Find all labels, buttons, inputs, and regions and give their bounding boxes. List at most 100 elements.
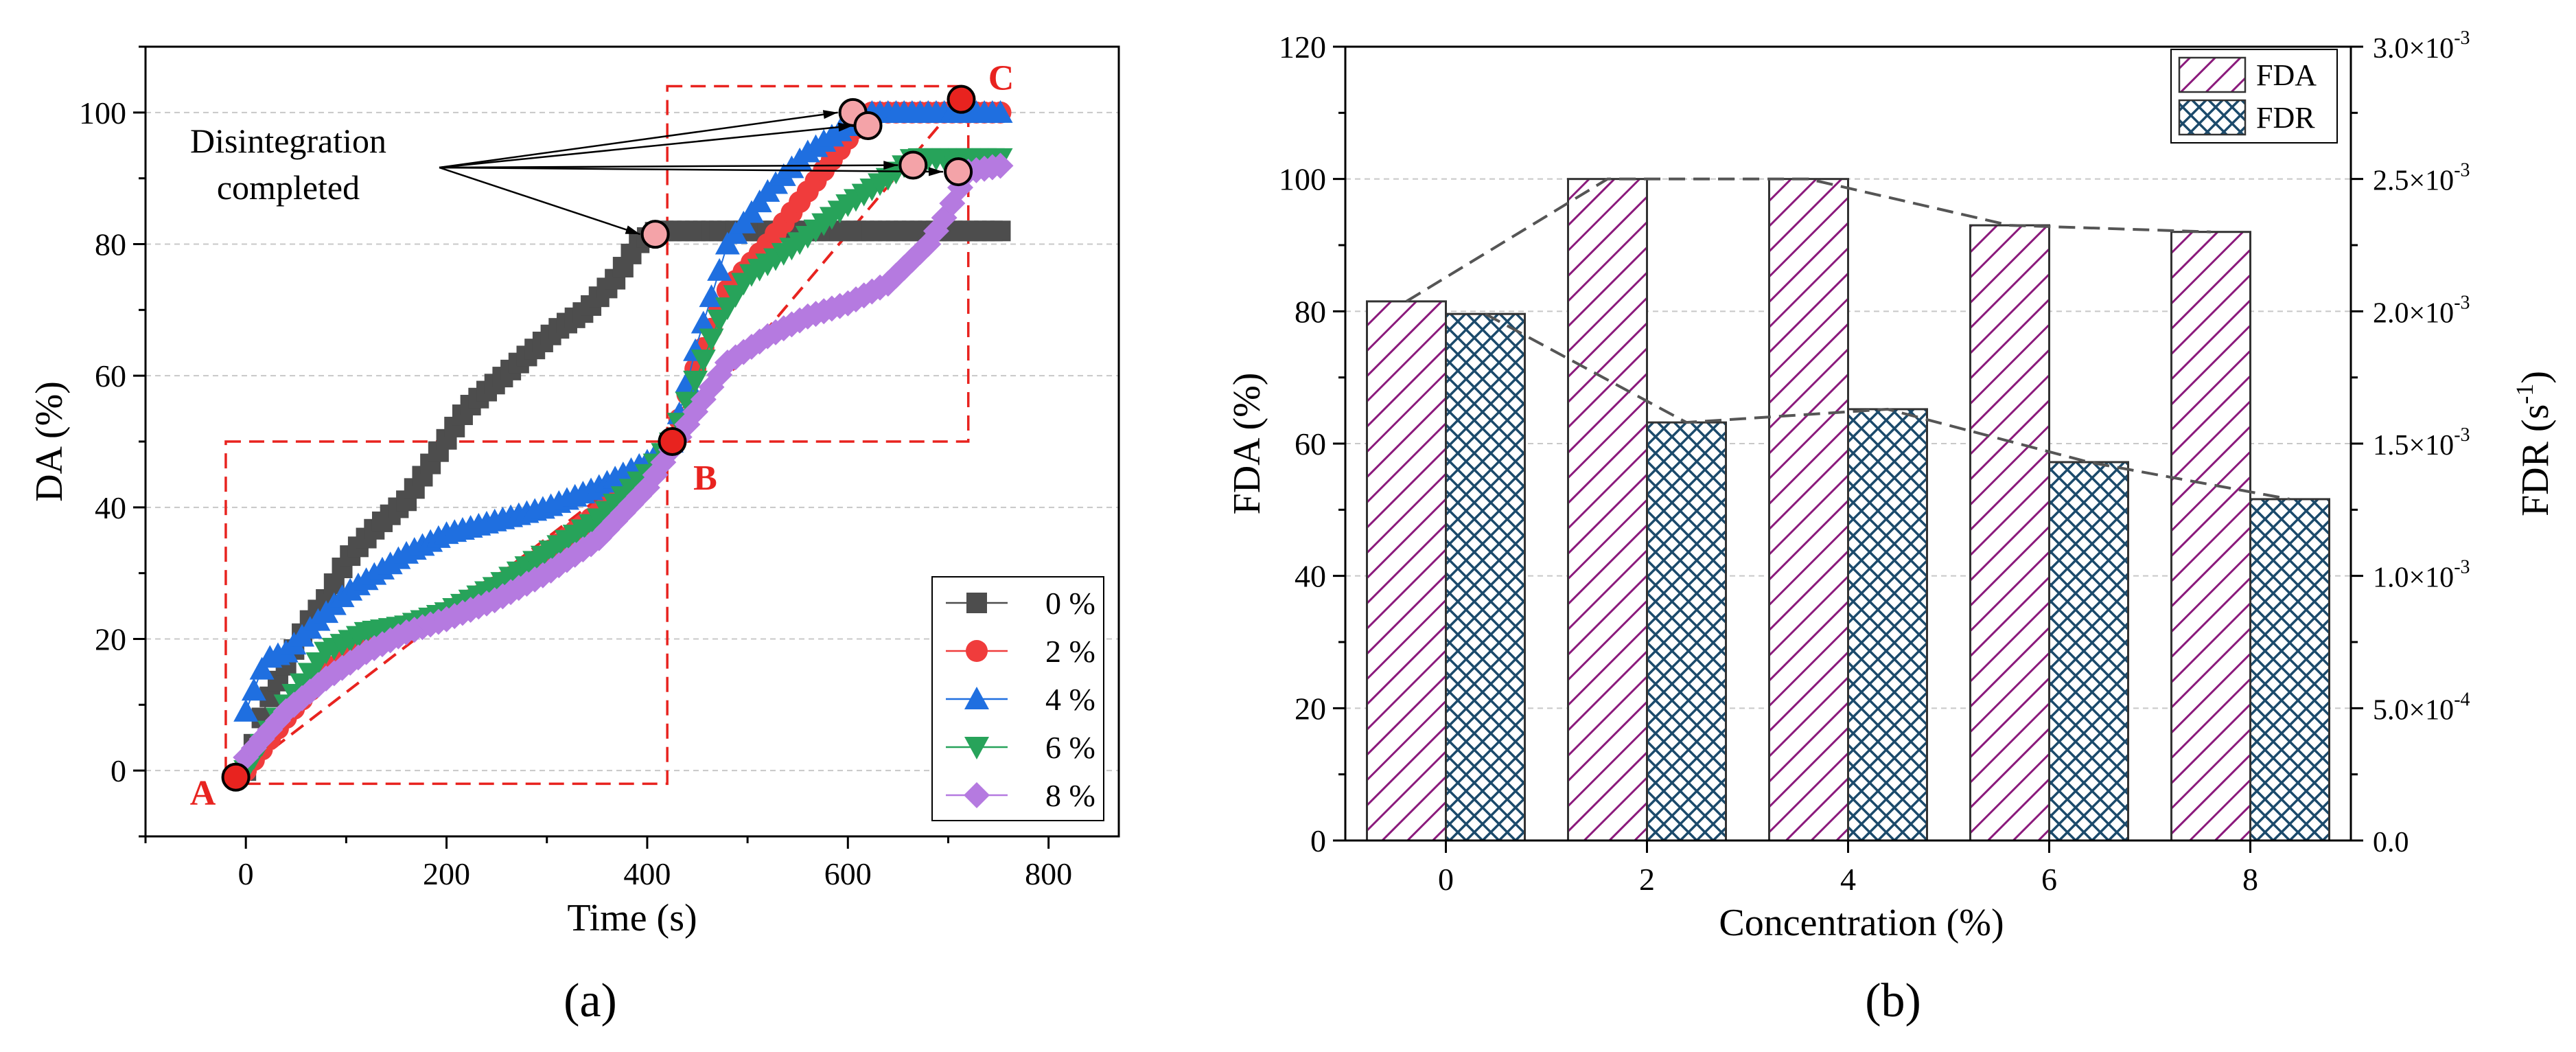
bar-fdr-2 <box>1646 421 1727 842</box>
panel-a-ylabel: DA (%) <box>28 381 71 502</box>
y-tick-label-60: 60 <box>95 358 126 393</box>
series-marker <box>987 152 1014 179</box>
series-0 <box>235 220 1011 781</box>
series-4 <box>233 152 1014 770</box>
y-tick-label-80: 80 <box>95 227 126 262</box>
annotation-arrow-4 <box>439 166 944 173</box>
y2-tick-label-4: 2.0×10-3 <box>2373 292 2470 329</box>
legend-swatch <box>2178 99 2247 136</box>
y-tick-label-120: 120 <box>1279 30 1326 65</box>
point-B <box>658 427 687 456</box>
series-marker <box>249 656 275 680</box>
x-tick-label-800: 800 <box>1025 856 1072 891</box>
legend-label: 8 % <box>1045 778 1095 813</box>
legend-marker <box>966 640 988 662</box>
legend-label: 0 % <box>1045 586 1095 621</box>
series-marker <box>699 328 724 352</box>
panel-a-chart: Disintegration completed A B C 0 200 400 600 80… <box>28 45 1120 1027</box>
y2-tick-exponent: -3 <box>2454 160 2470 181</box>
y2-tick-label-3: 1.5×10-3 <box>2373 424 2470 461</box>
y-tick-label-100: 100 <box>1279 162 1326 197</box>
y2-tick-exponent: -3 <box>2454 292 2470 313</box>
panel-a-series <box>233 100 1014 784</box>
series-marker <box>988 100 1013 123</box>
x-tick-label-400: 400 <box>623 856 671 891</box>
y-tick-label-0: 0 <box>111 753 126 788</box>
point-C <box>947 84 976 114</box>
annotation-arrowhead <box>625 225 640 235</box>
panel-b-y2label: FDR (s-1) <box>2511 371 2557 516</box>
point-label-C: C <box>988 59 1014 98</box>
y2-tick-label-2: 1.0×10-3 <box>2373 557 2470 594</box>
y2-tick-exponent: -3 <box>2454 27 2470 49</box>
legend-item-2: 4 % <box>946 682 1095 717</box>
bar-fdr-8 <box>2249 498 2330 842</box>
point-label-A: A <box>190 774 216 813</box>
panel-a-xlabel: Time (s) <box>567 897 697 939</box>
completion-point-0 <box>640 220 670 249</box>
completion-point-4 <box>944 157 973 187</box>
legend-item-0: 0 % <box>946 586 1095 621</box>
annotation-arrowhead <box>837 122 853 132</box>
legend-item-4: 8 % <box>946 778 1095 813</box>
legend-label: FDA <box>2256 58 2317 92</box>
panel-b-ylabel: FDA (%) <box>1226 373 1268 515</box>
y2-tick-label-6: 3.0×10-3 <box>2373 27 2470 65</box>
x-tick-label-600: 600 <box>824 856 872 891</box>
point-A <box>221 762 251 792</box>
x-tick-label-0: 0 <box>1438 862 1454 897</box>
y-tick-label-20: 20 <box>1295 691 1326 726</box>
bar-fda-2 <box>1567 178 1648 842</box>
legend-item-FDR: FDR <box>2178 99 2315 136</box>
series-marker <box>730 339 757 365</box>
panel-b-trend-lines <box>1405 177 2290 501</box>
annotation-line-1: Disintegration <box>190 122 386 160</box>
legend-item-FDA: FDA <box>2178 56 2317 93</box>
y2-tick-label-5: 2.5×10-3 <box>2373 160 2470 197</box>
annotation-line-2: completed <box>217 168 360 207</box>
completion-point-2 <box>853 111 883 140</box>
legend-item-3: 6 % <box>946 730 1095 765</box>
panel-b-caption: (b) <box>1865 974 1921 1027</box>
legend-swatch <box>2178 56 2247 93</box>
y-tick-label-80: 80 <box>1295 294 1326 329</box>
y-tick-label-40: 40 <box>95 490 126 525</box>
panel-b-bars <box>1366 178 2330 842</box>
x-tick-label-200: 200 <box>423 856 470 891</box>
annotation-arrowhead <box>883 161 898 170</box>
panel-a-caption: (a) <box>564 974 617 1027</box>
series-marker <box>707 258 732 281</box>
y2-tick-exponent: -4 <box>2454 689 2470 710</box>
bar-fdr-4 <box>1847 408 1928 842</box>
panel-b-xlabel: Concentration (%) <box>1719 902 2004 944</box>
y2-tick-label-0: 0.0 <box>2373 827 2409 858</box>
x-tick-label-8: 8 <box>2242 862 2258 897</box>
bar-fda-4 <box>1768 178 1849 842</box>
y-tick-label-100: 100 <box>79 95 126 130</box>
series-marker <box>272 698 299 724</box>
y-tick-label-0: 0 <box>1310 823 1326 858</box>
annotation-arrowhead <box>822 110 838 119</box>
x-tick-label-2: 2 <box>1639 862 1655 897</box>
y-tick-label-60: 60 <box>1295 426 1326 461</box>
point-label-B: B <box>693 459 717 498</box>
panel-a-annotation: Disintegration completed <box>190 110 944 236</box>
series-2 <box>233 100 1013 722</box>
legend-marker <box>966 593 987 613</box>
panel-b-chart: 0 2 4 6 80204060801001200.05.0×10-41.0×10-31… <box>1226 27 2557 1027</box>
legend-label: 6 % <box>1045 730 1095 765</box>
series-marker <box>691 350 716 373</box>
trend-line-fdr <box>1485 312 2290 501</box>
guide-box-1 <box>666 84 970 443</box>
panel-a-axes: 0 200 400 600 800 0 20 40 60 80 100 <box>79 45 1072 891</box>
annotation-arrowhead <box>929 167 944 176</box>
panel-b-legend: FDA FDR <box>2170 49 2338 144</box>
x-tick-label-4: 4 <box>1840 862 1856 897</box>
legend-label: 4 % <box>1045 682 1095 717</box>
bar-fdr-6 <box>2048 461 2129 842</box>
annotation-arrow-2 <box>439 124 853 169</box>
panel-b-axes: 0 2 4 6 80204060801001200.05.0×10-41.0×10-31… <box>1279 27 2470 897</box>
series-marker <box>683 370 708 393</box>
annotation-arrow-0 <box>439 166 641 236</box>
legend-label: FDR <box>2256 101 2315 135</box>
